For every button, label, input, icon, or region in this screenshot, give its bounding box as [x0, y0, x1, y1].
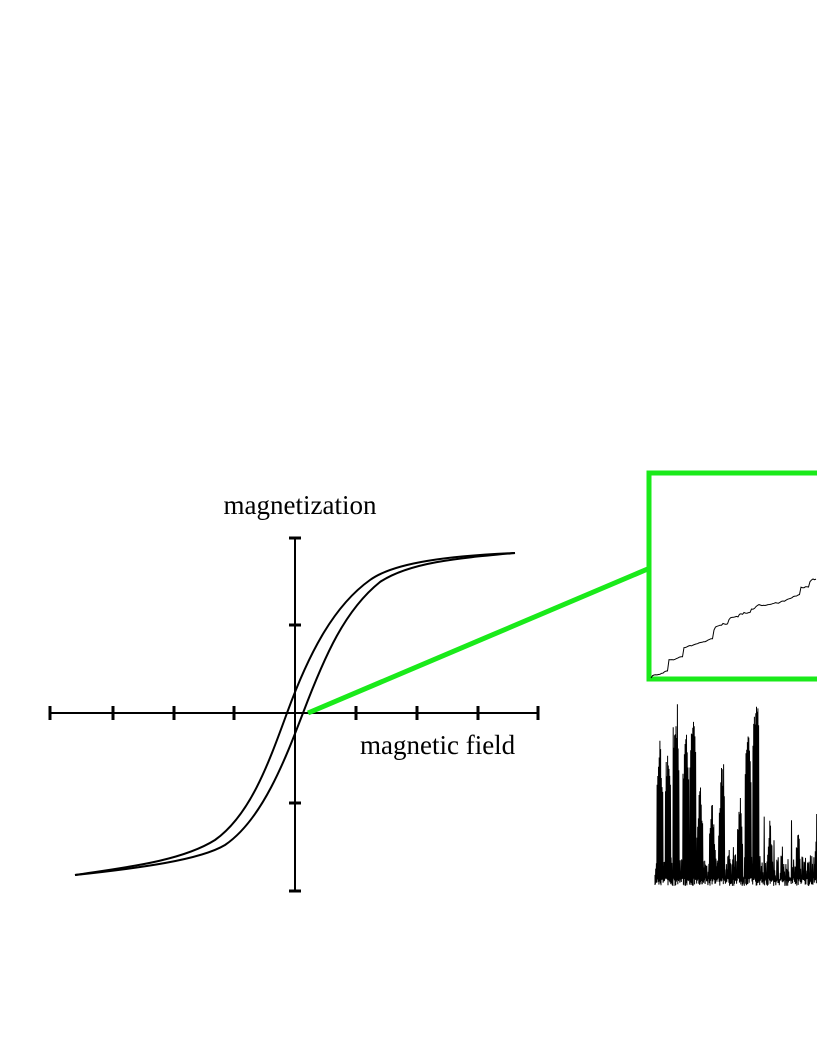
- noise-signal: [654, 704, 817, 887]
- zoom-box: [646, 470, 817, 682]
- ticks: [48, 536, 540, 893]
- upper-branch: [74, 552, 516, 876]
- x-axis-label: magnetic field: [360, 730, 516, 760]
- axes: [48, 536, 540, 893]
- zoom-line: [307, 565, 651, 716]
- lower-branch: [74, 552, 516, 876]
- hysteresis-loop: [74, 552, 516, 876]
- y-axis-label: magnetization: [224, 490, 377, 520]
- zoom-curve: [650, 578, 817, 679]
